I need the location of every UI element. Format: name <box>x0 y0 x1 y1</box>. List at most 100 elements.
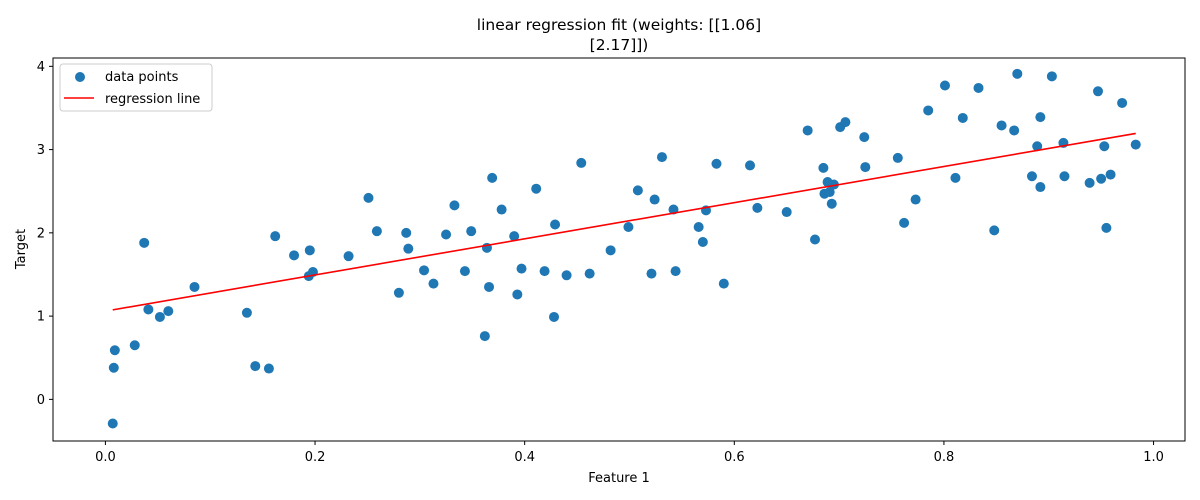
data-point <box>697 237 708 248</box>
data-point <box>939 80 950 91</box>
y-tick-label: 4 <box>37 60 45 75</box>
x-axis-label: Feature 1 <box>588 471 650 486</box>
data-point <box>549 311 560 322</box>
data-point <box>752 202 763 213</box>
plot-area <box>107 68 1141 429</box>
y-tick-label: 0 <box>37 393 45 408</box>
y-tick-label: 2 <box>37 226 45 241</box>
data-point <box>343 251 354 262</box>
data-point <box>973 82 984 93</box>
legend-label-regression-line: regression line <box>105 92 200 107</box>
data-point <box>1035 182 1046 193</box>
y-axis: 0 1 2 3 4 <box>37 60 53 408</box>
data-point <box>441 229 452 240</box>
data-point <box>818 162 829 173</box>
legend-label-data-points: data points <box>105 70 179 85</box>
data-point <box>108 362 119 373</box>
axes-frame <box>52 57 1186 442</box>
data-point <box>826 198 837 209</box>
data-point <box>1012 68 1023 79</box>
data-point <box>1105 169 1116 180</box>
data-point <box>270 231 281 242</box>
data-point <box>828 179 839 190</box>
data-point <box>143 304 154 315</box>
data-point <box>1059 171 1070 182</box>
data-point <box>802 125 813 136</box>
data-point <box>840 117 851 128</box>
data-point <box>428 278 439 289</box>
data-point <box>605 245 616 256</box>
data-point <box>670 266 681 277</box>
data-point <box>989 225 1000 236</box>
data-point <box>107 418 118 429</box>
data-point <box>189 281 200 292</box>
data-point <box>711 158 722 169</box>
data-point <box>1035 112 1046 123</box>
data-point <box>899 217 910 228</box>
data-point <box>910 194 921 205</box>
data-point <box>957 112 968 123</box>
data-point <box>584 268 595 279</box>
data-point <box>632 185 643 196</box>
data-point <box>304 245 315 256</box>
data-point <box>656 152 667 163</box>
legend-box <box>59 63 213 112</box>
data-point <box>484 281 495 292</box>
data-point <box>139 237 150 248</box>
data-point <box>539 266 550 277</box>
data-point <box>1101 222 1112 233</box>
chart-title-line-2: [2.17]]) <box>590 36 649 54</box>
data-point <box>163 306 174 317</box>
data-point <box>550 219 561 230</box>
data-point <box>718 278 729 289</box>
x-tick-label: 0.2 <box>305 450 326 465</box>
x-tick-label: 1.0 <box>1143 450 1164 465</box>
data-point <box>859 132 870 143</box>
data-point <box>1032 141 1043 152</box>
data-point <box>371 226 382 237</box>
data-point <box>950 172 961 183</box>
x-tick-label: 0.0 <box>95 450 116 465</box>
data-point <box>531 183 542 194</box>
data-point <box>241 307 252 318</box>
data-point <box>512 289 523 300</box>
legend: data points regression line <box>59 63 213 112</box>
data-point <box>781 207 792 218</box>
x-tick-label: 0.4 <box>514 450 535 465</box>
data-point <box>1096 173 1107 184</box>
data-point <box>576 157 587 168</box>
data-point <box>1084 177 1095 188</box>
data-point <box>516 263 527 274</box>
data-point <box>487 172 498 183</box>
data-point <box>1009 125 1020 136</box>
data-point <box>419 265 430 276</box>
x-tick-label: 0.8 <box>934 450 955 465</box>
data-point <box>623 222 634 233</box>
data-point <box>649 194 660 205</box>
data-point <box>646 268 657 279</box>
y-tick-label: 1 <box>37 310 45 325</box>
data-point <box>1046 71 1057 82</box>
data-point <box>403 243 414 254</box>
data-point <box>479 331 490 342</box>
data-point <box>363 192 374 203</box>
data-point <box>263 363 274 374</box>
chart-title-line-1: linear regression fit (weights: [[1.06] <box>477 16 761 34</box>
data-point <box>996 120 1007 131</box>
y-axis-label: Target <box>14 229 29 270</box>
data-point <box>1117 97 1128 108</box>
data-point <box>459 266 470 277</box>
legend-scatter-marker <box>75 72 85 82</box>
x-axis: 0.0 0.2 0.4 0.6 0.8 1.0 <box>95 441 1164 465</box>
data-point <box>466 226 477 237</box>
data-point <box>561 270 572 281</box>
data-point <box>745 160 756 171</box>
data-point <box>1099 141 1110 152</box>
data-point <box>810 234 820 245</box>
data-point <box>923 105 934 116</box>
data-point <box>1130 139 1141 150</box>
x-tick-label: 0.6 <box>724 450 745 465</box>
data-point <box>449 200 460 211</box>
regression-line <box>112 132 1136 311</box>
data-point <box>1093 86 1103 97</box>
